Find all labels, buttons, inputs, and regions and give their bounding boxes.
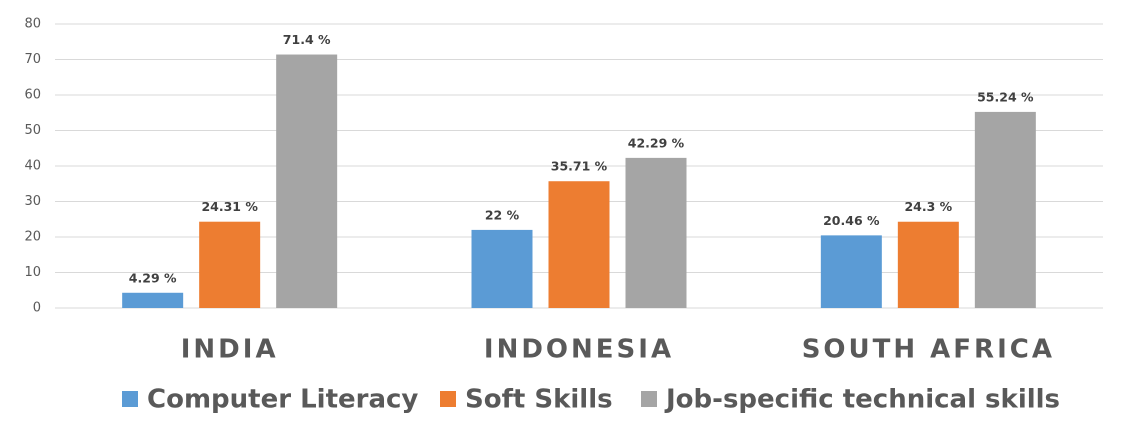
x-tick-label: SOUTH AFRICA: [802, 335, 1055, 365]
data-label: 71.4 %: [283, 32, 331, 47]
bar: [471, 229, 533, 308]
legend-swatch: [122, 391, 138, 407]
y-tick-label: 20: [24, 230, 41, 245]
x-tick-label: INDONESIA: [484, 335, 674, 365]
data-label: 20.46 %: [823, 213, 880, 228]
legend-swatch: [641, 391, 657, 407]
bar: [625, 157, 687, 308]
data-label: 22 %: [485, 207, 520, 222]
data-label: 24.3 %: [904, 199, 952, 214]
legend-label: Job-specific technical skills: [664, 385, 1060, 415]
x-tick-label: INDIA: [181, 335, 279, 365]
y-tick-label: 70: [24, 52, 41, 67]
data-label: 55.24 %: [977, 89, 1034, 104]
y-tick-label: 30: [24, 194, 41, 209]
bar: [897, 221, 959, 308]
data-label: 4.29 %: [129, 270, 177, 285]
bar: [276, 54, 338, 308]
legend-swatch: [440, 391, 456, 407]
bar: [122, 292, 184, 308]
y-tick-label: 40: [24, 159, 41, 174]
bar: [548, 181, 610, 308]
data-label: 24.31 %: [201, 199, 258, 214]
legend-label: Soft Skills: [465, 385, 613, 415]
legend-label: Computer Literacy: [147, 385, 418, 415]
data-label: 35.71 %: [551, 159, 608, 174]
data-label: 42.29 %: [628, 135, 685, 150]
y-tick-label: 10: [24, 265, 41, 280]
y-tick-label: 60: [24, 88, 41, 103]
y-tick-label: 50: [24, 123, 41, 138]
y-tick-label: 0: [33, 301, 41, 316]
bar: [974, 111, 1036, 308]
bar: [199, 221, 261, 308]
y-tick-label: 80: [24, 17, 41, 32]
bar: [820, 235, 882, 308]
